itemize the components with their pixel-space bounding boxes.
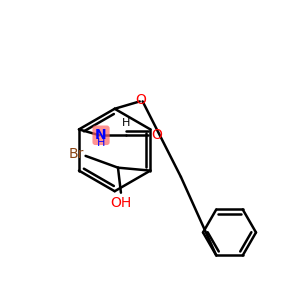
- Text: O: O: [151, 128, 162, 142]
- Text: N: N: [95, 128, 107, 142]
- Text: H: H: [97, 138, 105, 148]
- Text: H: H: [122, 118, 130, 128]
- Text: OH: OH: [110, 196, 131, 210]
- Text: O: O: [136, 93, 147, 107]
- Text: Br: Br: [69, 147, 84, 161]
